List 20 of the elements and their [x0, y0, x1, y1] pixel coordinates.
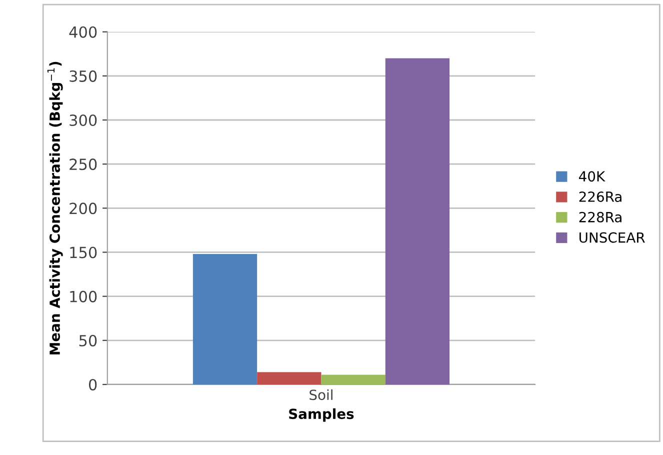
bar	[385, 58, 450, 384]
bar	[321, 374, 386, 384]
y-axis-title: Mean Activity Concentration (Bqkg$^{−1}$)	[47, 62, 63, 354]
y-tick-label: 200	[70, 202, 97, 214]
bar	[192, 254, 258, 384]
y-tick-label: 300	[70, 114, 97, 126]
y-tick-label: 400	[69, 26, 97, 38]
x-axis-title: Samples	[289, 408, 354, 422]
legend-label: UNSCEAR	[580, 232, 645, 243]
x-tick-label: Soil	[310, 389, 332, 400]
y-tick-label: 250	[70, 158, 97, 170]
bar	[257, 372, 322, 384]
y-tick-label: 150	[70, 246, 97, 258]
legend-label: 226Ra	[579, 191, 622, 202]
y-tick-label: 0	[88, 378, 97, 390]
y-tick-label: 350	[70, 70, 97, 82]
legend-label: 40K	[578, 171, 606, 182]
y-tick-label: 50	[79, 334, 97, 346]
y-tick-label: 100	[70, 290, 97, 302]
legend-label: 228Ra	[579, 212, 622, 222]
